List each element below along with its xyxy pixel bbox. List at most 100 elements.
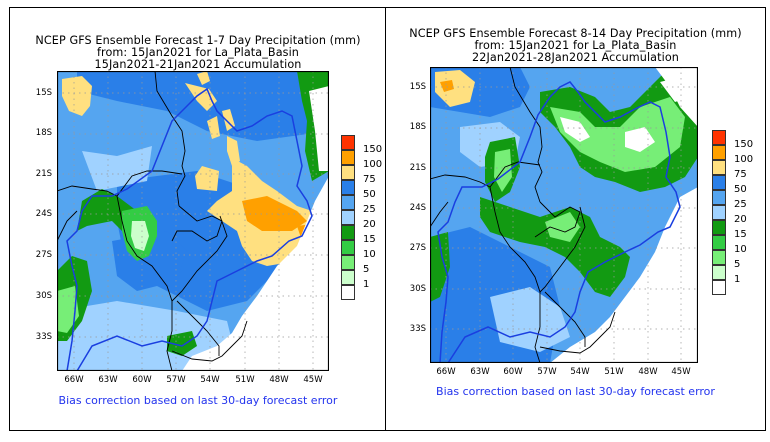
lat-label-30s: 30S <box>35 291 52 301</box>
colorbar-label: 25 <box>734 199 747 210</box>
lat-label-24s: 24S <box>35 209 52 219</box>
map-grid <box>57 71 329 371</box>
forecast-panel-8-14-day: NCEP GFS Ensemble Forecast 8-14 Day Prec… <box>385 7 766 431</box>
country-borders <box>57 71 248 371</box>
color-swatch-25-50 <box>341 195 355 210</box>
colorbar-label: 100 <box>734 154 754 165</box>
lat-label-33s: 33S <box>35 332 52 342</box>
color-swatch-100-150 <box>712 145 726 160</box>
precip-map-week1-svg <box>57 71 329 371</box>
lat-label-18s: 18S <box>409 122 426 132</box>
lon-label-54w: 54W <box>570 367 590 377</box>
colorbar-label: 15 <box>363 234 376 245</box>
colorbar-label: 150 <box>734 139 754 150</box>
ocean-no-data <box>550 187 698 363</box>
lat-label-27s: 27S <box>409 243 426 253</box>
lat-label-30s: 30S <box>409 284 426 294</box>
lon-label-66w: 66W <box>64 375 84 385</box>
lon-label-60w: 60W <box>503 367 523 377</box>
precip-5-10-paraguay <box>494 149 512 192</box>
precip-below-1-east <box>309 86 329 171</box>
color-swatch-20-25 <box>712 205 726 220</box>
precip-20-25-south <box>57 301 237 371</box>
lon-label-45w: 45W <box>671 367 691 377</box>
color-swatch-5-10 <box>341 255 355 270</box>
colorbar-label: 20 <box>734 214 747 225</box>
la-plata-basin-outline <box>66 87 313 371</box>
precip-map-week1 <box>57 71 329 371</box>
precip-5-10-north <box>550 97 685 172</box>
color-swatch-50-75 <box>712 175 726 190</box>
precip-5-10-band <box>545 212 580 242</box>
colorbar-week2: 150 100 75 50 25 20 15 10 5 1 <box>712 130 753 296</box>
precip-map-week2-svg <box>430 67 698 363</box>
color-swatch-15-20 <box>341 225 355 240</box>
lon-label-57w: 57W <box>166 375 186 385</box>
lon-label-45w: 45W <box>303 375 323 385</box>
country-borders <box>430 67 616 363</box>
colorbar-label: 15 <box>734 229 747 240</box>
map-frame <box>57 71 329 371</box>
lon-label-63w: 63W <box>470 367 490 377</box>
color-swatch-1-5 <box>341 270 355 285</box>
color-swatch-150-plus <box>712 130 726 145</box>
map-frame <box>430 67 698 363</box>
color-swatch-1-5 <box>712 265 726 280</box>
color-swatch-10-15 <box>341 240 355 255</box>
precip-1-5-paraguay <box>131 221 149 251</box>
colorbar-week1: 150 100 75 50 25 20 15 10 5 1 <box>341 135 382 301</box>
colorbar-label: 50 <box>363 189 376 200</box>
colorbar-label: 5 <box>363 264 370 275</box>
colorbar-label: 75 <box>734 169 747 180</box>
lon-label-54w: 54W <box>200 375 220 385</box>
colorbar-label: 20 <box>363 219 376 230</box>
panel-title-line3: 22Jan2021-28Jan2021 Accumulation <box>472 51 679 64</box>
colorbar-label: 50 <box>734 184 747 195</box>
lon-label-48w: 48W <box>638 367 658 377</box>
color-swatch-20-25 <box>341 210 355 225</box>
precip-100-150-core <box>242 196 307 231</box>
precip-100-150-nw <box>440 80 454 92</box>
precip-map-week2 <box>430 67 698 363</box>
precip-below-1-ne <box>655 67 698 127</box>
colorbar-label: 1 <box>734 274 741 285</box>
colorbar-label: 100 <box>363 159 383 170</box>
panel-title-line1: NCEP GFS Ensemble Forecast 1-7 Day Preci… <box>35 34 361 47</box>
lon-label-63w: 63W <box>98 375 118 385</box>
precip-20-25-west <box>82 146 152 191</box>
lon-label-51w: 51W <box>235 375 255 385</box>
lat-label-24s: 24S <box>409 203 426 213</box>
color-swatch-75-100 <box>712 160 726 175</box>
color-swatch-15-20 <box>712 220 726 235</box>
color-swatch-10-15 <box>712 235 726 250</box>
precip-75-100-nw <box>435 70 475 107</box>
lon-label-66w: 66W <box>436 367 456 377</box>
color-swatch-25-50 <box>712 190 726 205</box>
colorbar-label: 25 <box>363 204 376 215</box>
colorbar-label: 10 <box>363 249 376 260</box>
lon-label-51w: 51W <box>604 367 624 377</box>
color-swatch-below-1 <box>712 280 726 295</box>
precip-20-25-south <box>490 287 570 352</box>
colorbar-label: 1 <box>363 279 370 290</box>
lat-label-18s: 18S <box>35 128 52 138</box>
lat-label-27s: 27S <box>35 250 52 260</box>
color-swatch-150-plus <box>341 135 355 150</box>
lon-label-60w: 60W <box>132 375 152 385</box>
colorbar-label: 150 <box>363 144 383 155</box>
color-swatch-75-100 <box>341 165 355 180</box>
la-plata-basin-outline <box>437 81 681 363</box>
panel-title-line3: 15Jan2021-21Jan2021 Accumulation <box>94 58 302 71</box>
panel-title-line2: from: 15Jan2021 for La_Plata_Basin <box>97 46 299 59</box>
colorbar-label: 5 <box>734 259 741 270</box>
bias-correction-note: Bias correction based on last 30-day for… <box>436 385 715 398</box>
color-swatch-50-75 <box>341 180 355 195</box>
ocean-no-data <box>182 176 329 371</box>
lat-label-33s: 33S <box>409 324 426 334</box>
forecast-panel-1-7-day: NCEP GFS Ensemble Forecast 1-7 Day Preci… <box>9 7 387 431</box>
color-swatch-below-1 <box>341 285 355 300</box>
panel-title-line1: NCEP GFS Ensemble Forecast 8-14 Day Prec… <box>409 27 742 40</box>
bias-correction-note: Bias correction based on last 30-day for… <box>58 394 338 407</box>
color-swatch-5-10 <box>712 250 726 265</box>
colorbar-label: 75 <box>363 174 376 185</box>
